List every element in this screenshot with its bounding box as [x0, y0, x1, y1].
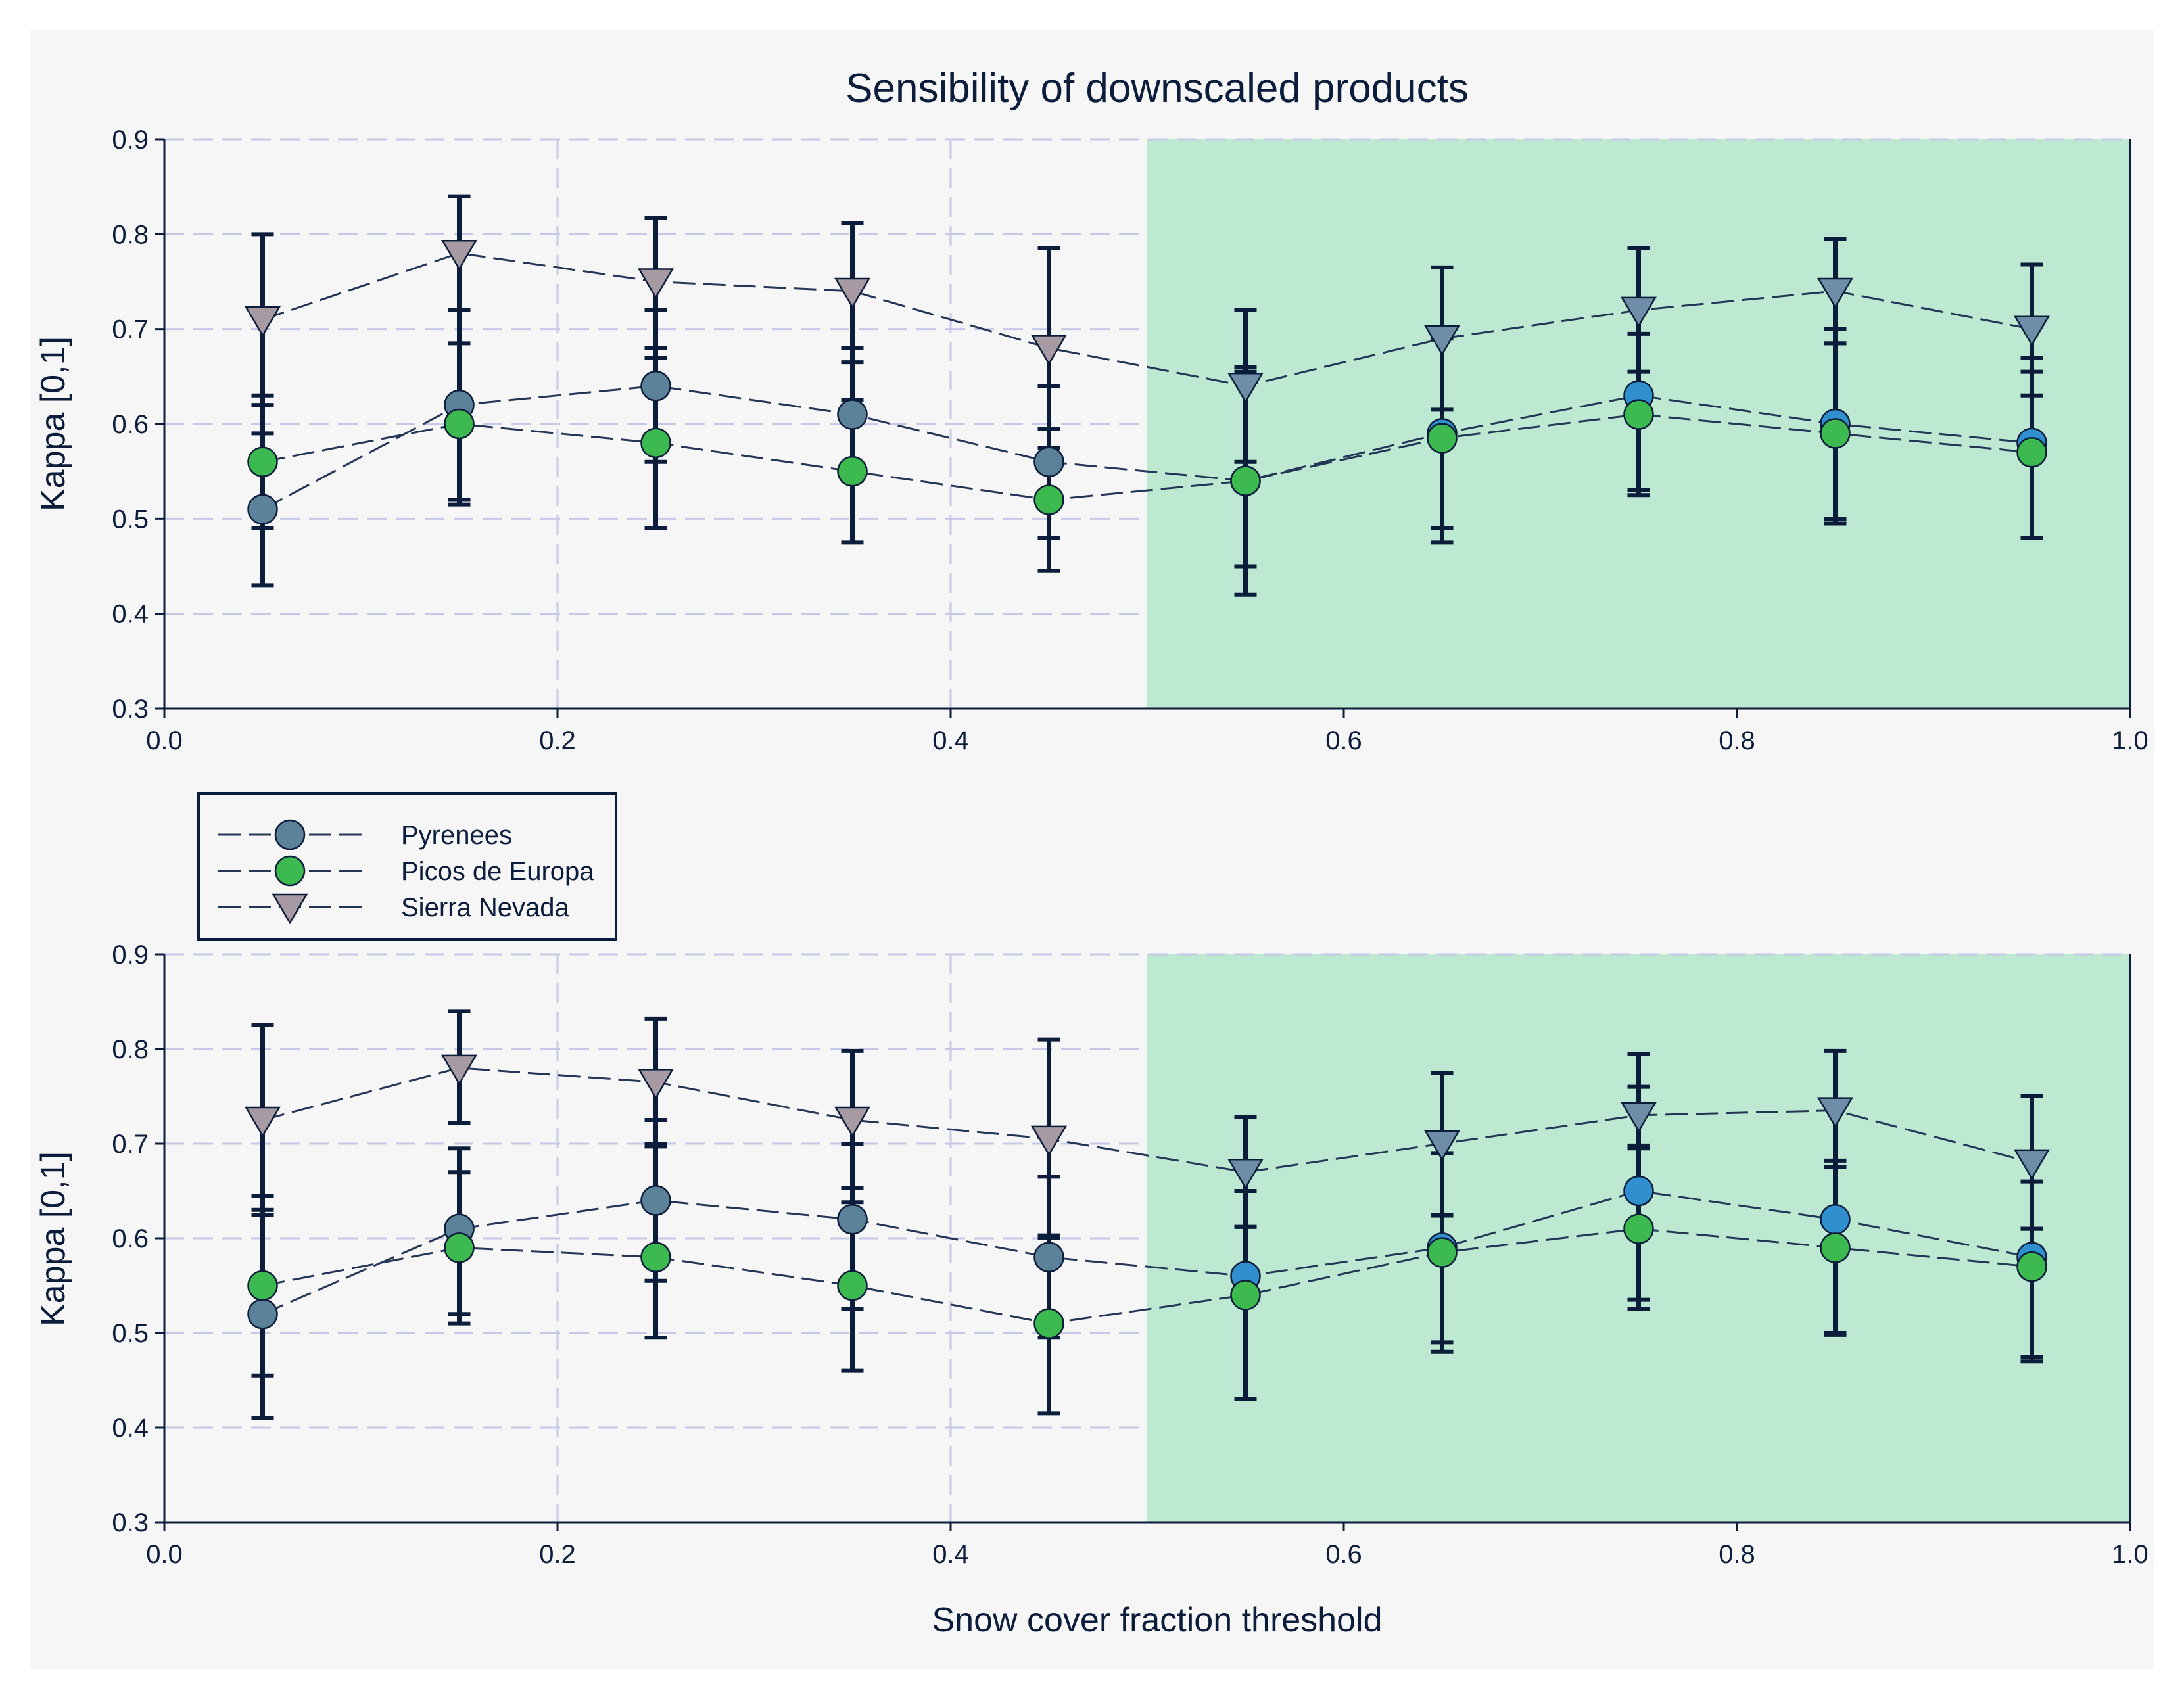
x-tick-label: 0.8	[1719, 1540, 1755, 1569]
y-tick-label: 0.8	[112, 1035, 149, 1064]
series-line	[262, 252, 2032, 387]
legend-marker	[272, 893, 308, 925]
x-tick-label: 1.0	[2112, 726, 2148, 755]
x-tick-label: 0.0	[146, 726, 183, 755]
x-tick-label: 0.2	[539, 726, 576, 755]
data-point	[1623, 1175, 1654, 1207]
data-point	[638, 1069, 674, 1100]
data-point	[834, 277, 870, 309]
data-point	[1227, 373, 1264, 404]
data-point	[1820, 1203, 1851, 1235]
data-point	[837, 1270, 868, 1301]
x-tick-label: 0.0	[146, 1540, 183, 1569]
y-tick-label: 0.8	[112, 220, 149, 249]
y-tick-label: 0.5	[112, 1319, 149, 1348]
data-point	[245, 1106, 281, 1138]
series-line	[262, 384, 2032, 511]
y-axis-label-lower: Kappa [0,1]	[34, 1152, 72, 1326]
legend-label: Sierra Nevada	[401, 893, 569, 922]
data-point	[247, 446, 278, 477]
series-line	[262, 1067, 2032, 1173]
x-tick-label: 0.6	[1325, 1540, 1362, 1569]
upper-plot: 0.3 0.4 0.5 0.6 0.7 0.8 0.9 0.0 0.2 0.4 0.6 0.8 1.0	[112, 126, 2148, 755]
y-tick-label: 0.3	[112, 1508, 149, 1537]
data-point	[2014, 1149, 2050, 1180]
legend-label: Pyrenees	[401, 821, 512, 850]
data-point	[837, 455, 868, 487]
series-line	[262, 413, 2032, 501]
series-line	[262, 1228, 2032, 1325]
data-point	[1820, 418, 1851, 449]
data-point	[444, 408, 475, 440]
y-tick-label: 0.4	[112, 1414, 149, 1443]
x-tick-label: 0.6	[1325, 726, 1362, 755]
data-point	[1230, 1280, 1261, 1311]
y-tick-label: 0.7	[112, 315, 149, 344]
data-point	[441, 239, 477, 271]
data-point	[2014, 315, 2050, 347]
data-point	[247, 1270, 278, 1301]
data-point	[441, 1054, 477, 1086]
data-point	[640, 371, 671, 402]
data-point	[444, 1232, 475, 1263]
data-point	[1621, 1102, 1657, 1133]
data-point	[247, 1298, 278, 1330]
y-tick-label: 0.5	[112, 505, 149, 534]
x-axis-label: Snow cover fraction threshold	[932, 1601, 1382, 1639]
series-line	[262, 1190, 2032, 1315]
data-point	[1427, 423, 1458, 454]
data-point	[640, 1242, 671, 1273]
data-point	[837, 1203, 868, 1235]
data-point	[640, 427, 671, 459]
legend-marker	[274, 855, 306, 887]
legend: Pyrenees Picos de Europa Sierra Nevada	[197, 792, 617, 941]
data-point	[2016, 1251, 2047, 1282]
y-tick-label: 0.3	[112, 695, 149, 724]
y-tick-label: 0.6	[112, 410, 149, 439]
data-point	[2016, 437, 2047, 468]
data-point	[1817, 1097, 1853, 1129]
data-point	[1427, 1237, 1458, 1268]
legend-marker	[274, 819, 306, 850]
data-point	[638, 268, 674, 300]
data-point	[1424, 1130, 1460, 1161]
x-tick-label: 0.4	[932, 726, 969, 755]
y-axis-label-upper: Kappa [0,1]	[34, 337, 72, 511]
data-point	[1817, 277, 1853, 309]
data-point	[1424, 325, 1460, 356]
y-tick-label: 0.7	[112, 1130, 149, 1159]
data-point	[1227, 1158, 1264, 1190]
data-point	[1621, 296, 1657, 328]
data-point	[1033, 446, 1064, 477]
data-point	[1031, 335, 1067, 366]
data-point	[1623, 399, 1654, 430]
data-point	[834, 1106, 870, 1138]
data-point	[247, 494, 278, 525]
chart-title: Sensibility of downscaled products	[845, 66, 1469, 111]
x-tick-label: 0.8	[1719, 726, 1755, 755]
x-tick-label: 0.4	[932, 1540, 969, 1569]
y-tick-label: 0.9	[112, 126, 149, 154]
x-tick-label: 1.0	[2112, 1540, 2148, 1569]
data-point	[1031, 1125, 1067, 1157]
data-point	[1033, 484, 1064, 515]
data-point	[1033, 1242, 1064, 1273]
y-tick-label: 0.6	[112, 1224, 149, 1253]
data-point	[640, 1185, 671, 1216]
data-point	[245, 306, 281, 337]
lower-plot: 0.3 0.4 0.5 0.6 0.7 0.8 0.9 0.0 0.2 0.4 0.6 0.8 1.0	[112, 941, 2148, 1569]
legend-label: Picos de Europa	[401, 857, 594, 886]
data-point	[1033, 1308, 1064, 1339]
y-tick-label: 0.4	[112, 600, 149, 629]
legend-box	[197, 792, 617, 941]
data-point	[1623, 1213, 1654, 1244]
data-point	[1820, 1232, 1851, 1263]
x-tick-label: 0.2	[539, 1540, 576, 1569]
data-point	[1230, 465, 1261, 496]
data-point	[837, 399, 868, 430]
y-tick-label: 0.9	[112, 941, 149, 969]
